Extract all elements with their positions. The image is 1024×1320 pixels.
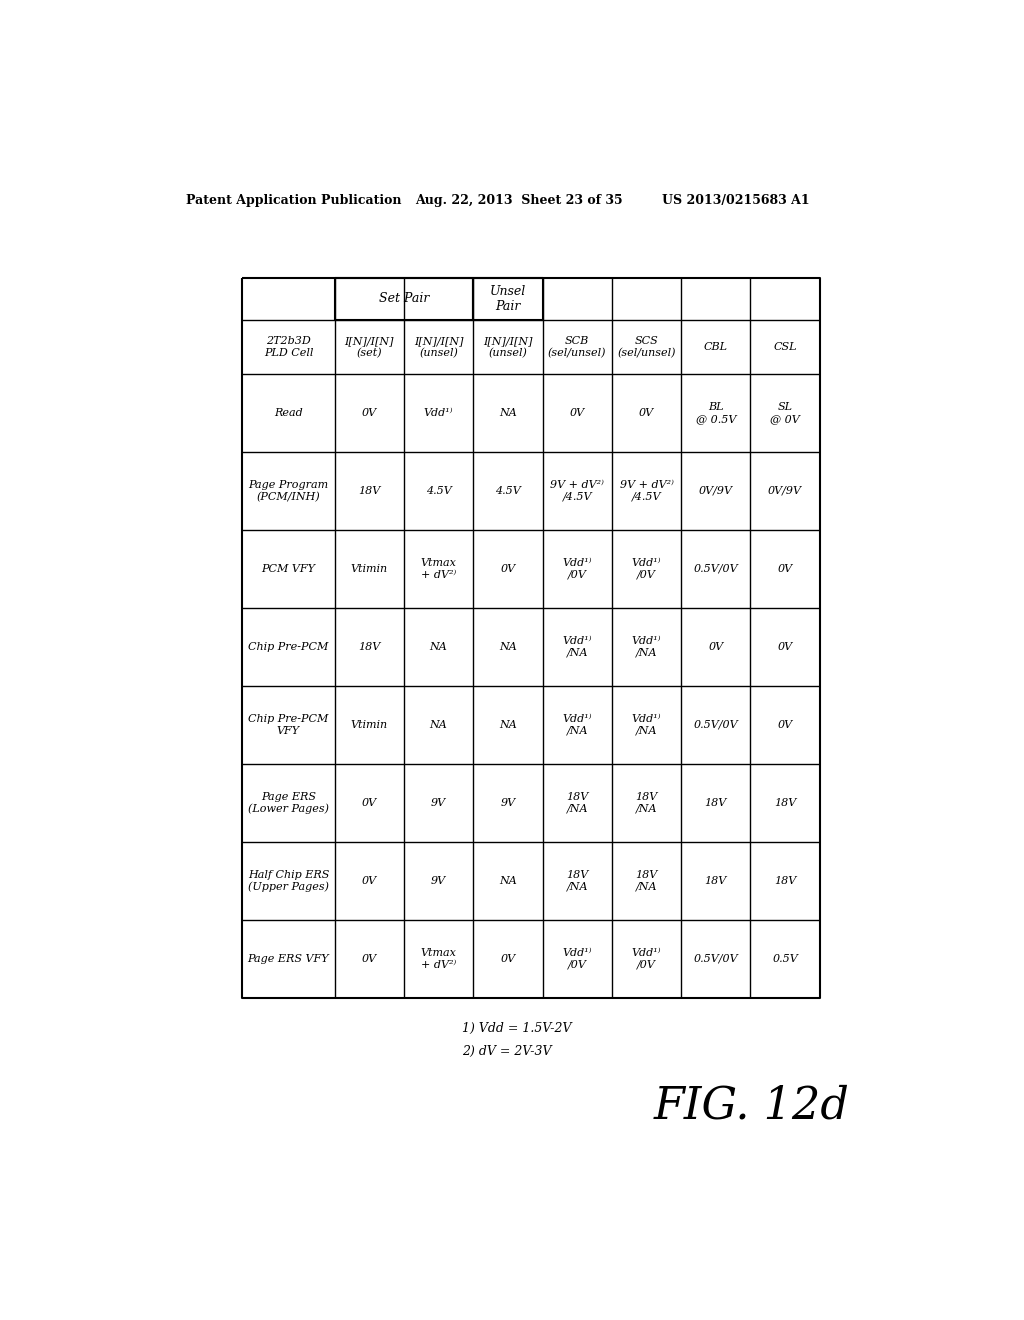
Text: 0V/9V: 0V/9V [698,486,733,496]
Text: SL
@ 0V: SL @ 0V [770,403,800,424]
Text: 18V: 18V [705,875,727,886]
Text: Vdd¹⁾
/0V: Vdd¹⁾ /0V [632,948,662,969]
Text: 9V: 9V [501,797,515,808]
Text: 18V: 18V [705,797,727,808]
Text: Vtimin: Vtimin [350,719,388,730]
Text: 0.5V: 0.5V [772,954,798,964]
Text: FIG. 12d: FIG. 12d [654,1084,850,1127]
Text: Vdd¹⁾
/NA: Vdd¹⁾ /NA [562,714,592,735]
Text: I[N]/I[N]
(unsel): I[N]/I[N] (unsel) [483,337,532,358]
Text: NA: NA [499,408,517,418]
Text: NA: NA [499,875,517,886]
Text: Set Pair: Set Pair [379,293,429,305]
Text: 0.5V/0V: 0.5V/0V [693,564,738,574]
Text: 18V
/NA: 18V /NA [635,870,657,891]
Text: NA: NA [430,719,447,730]
Text: Chip Pre-PCM
VFY: Chip Pre-PCM VFY [248,714,329,735]
Text: Unsel
Pair: Unsel Pair [489,285,526,313]
Text: 9V + dV²⁾
/4.5V: 9V + dV²⁾ /4.5V [550,480,604,502]
Text: 0V: 0V [639,408,654,418]
Text: PCM VFY: PCM VFY [261,564,315,574]
Text: SCS
(sel/unsel): SCS (sel/unsel) [617,337,676,358]
Text: 18V: 18V [774,875,797,886]
Text: Half Chip ERS
(Upper Pages): Half Chip ERS (Upper Pages) [248,870,329,892]
Text: Read: Read [274,408,303,418]
Text: CBL: CBL [703,342,728,352]
Text: 0V/9V: 0V/9V [768,486,802,496]
Text: US 2013/0215683 A1: US 2013/0215683 A1 [662,194,810,207]
Text: Patent Application Publication: Patent Application Publication [186,194,401,207]
Text: Vdd¹⁾
/0V: Vdd¹⁾ /0V [562,948,592,969]
Text: 0V: 0V [777,642,793,652]
Text: SCB
(sel/unsel): SCB (sel/unsel) [548,337,606,358]
Text: Page ERS VFY: Page ERS VFY [248,954,330,964]
Text: Vtimin: Vtimin [350,564,388,574]
Text: 9V: 9V [431,797,446,808]
Text: 18V: 18V [774,797,797,808]
Text: NA: NA [499,642,517,652]
Text: 18V: 18V [358,642,380,652]
Text: 18V
/NA: 18V /NA [635,792,657,813]
Text: NA: NA [499,719,517,730]
Text: Page Program
(PCM/INH): Page Program (PCM/INH) [249,480,329,502]
Text: NA: NA [430,642,447,652]
Text: Vdd¹⁾
/NA: Vdd¹⁾ /NA [632,636,662,657]
Text: Vdd¹⁾
/0V: Vdd¹⁾ /0V [562,558,592,579]
Text: Vdd¹⁾
/NA: Vdd¹⁾ /NA [632,714,662,735]
Text: CSL: CSL [773,342,797,352]
Text: 18V: 18V [358,486,380,496]
Text: 18V
/NA: 18V /NA [566,870,588,891]
Text: 9V + dV²⁾
/4.5V: 9V + dV²⁾ /4.5V [620,480,674,502]
Text: 0V: 0V [501,564,515,574]
Text: 0V: 0V [361,875,377,886]
Text: 0.5V/0V: 0.5V/0V [693,954,738,964]
Text: 0V: 0V [777,719,793,730]
Text: 1) Vdd = 1.5V-2V: 1) Vdd = 1.5V-2V [462,1022,571,1035]
Text: Vtmax
+ dV²⁾: Vtmax + dV²⁾ [421,558,457,579]
Text: 0V: 0V [361,954,377,964]
Text: Page ERS
(Lower Pages): Page ERS (Lower Pages) [248,792,329,814]
Text: 0.5V/0V: 0.5V/0V [693,719,738,730]
Text: Vdd¹⁾
/0V: Vdd¹⁾ /0V [632,558,662,579]
Text: I[N]/I[N]
(set): I[N]/I[N] (set) [344,337,394,358]
Text: 0V: 0V [501,954,515,964]
Text: 0V: 0V [361,797,377,808]
Text: 0V: 0V [709,642,723,652]
Text: Vtmax
+ dV²⁾: Vtmax + dV²⁾ [421,948,457,969]
Text: 0V: 0V [361,408,377,418]
Text: 2) dV = 2V-3V: 2) dV = 2V-3V [462,1045,551,1059]
Text: Vdd¹⁾
/NA: Vdd¹⁾ /NA [562,636,592,657]
Text: Vdd¹⁾: Vdd¹⁾ [424,408,454,418]
Text: 4.5V: 4.5V [426,486,452,496]
Text: I[N]/I[N]
(unsel): I[N]/I[N] (unsel) [414,337,463,358]
Text: 4.5V: 4.5V [495,486,521,496]
Text: 2T2b3D
PLD Cell: 2T2b3D PLD Cell [264,337,313,358]
Text: 0V: 0V [777,564,793,574]
Text: 9V: 9V [431,875,446,886]
Text: Chip Pre-PCM: Chip Pre-PCM [248,642,329,652]
Text: Aug. 22, 2013  Sheet 23 of 35: Aug. 22, 2013 Sheet 23 of 35 [416,194,623,207]
Text: 18V
/NA: 18V /NA [566,792,588,813]
Text: BL
@ 0.5V: BL @ 0.5V [695,403,736,424]
Text: 0V: 0V [569,408,585,418]
